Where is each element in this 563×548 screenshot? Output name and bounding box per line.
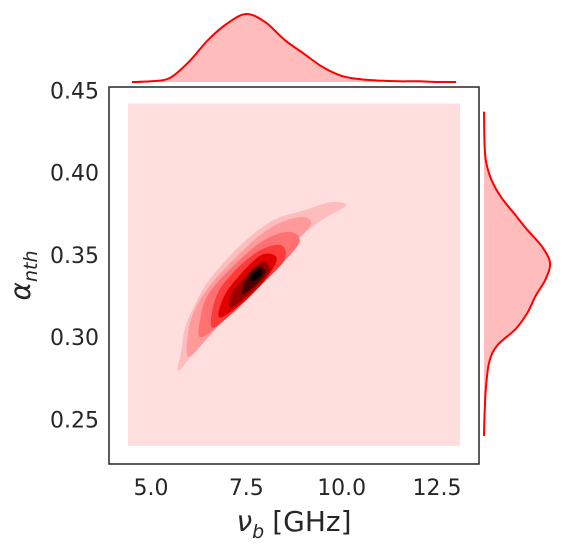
y-marginal-fill	[484, 111, 551, 436]
y-axis-ticks: 0.25 0.30 0.35 0.40 0.45	[50, 79, 99, 433]
x-marginal-line	[131, 12, 457, 84]
joint-kde-plot	[128, 103, 460, 446]
y-tick-label: 0.25	[50, 409, 99, 434]
x-axis-ticks: 5.0 7.5 10.0 12.5	[133, 476, 461, 501]
x-axis-label-symbol: ν	[237, 505, 253, 538]
x-axis-label: νb [GHz]	[237, 505, 352, 543]
y-axis-label-subscript: nth	[20, 250, 42, 282]
x-tick-label: 7.5	[229, 476, 264, 501]
x-tick-label: 10.0	[317, 476, 366, 501]
y-marginal-line	[483, 111, 552, 437]
kde-background-level	[128, 103, 460, 446]
x-axis-label-subscript: b	[252, 521, 264, 543]
y-marginal-kde	[483, 111, 552, 437]
y-tick-label: 0.35	[50, 244, 99, 269]
x-tick-label: 5.0	[133, 476, 168, 501]
x-marginal-kde	[131, 12, 457, 84]
x-axis-label-unit: [GHz]	[272, 505, 351, 538]
y-axis-label-symbol: α	[4, 282, 37, 301]
y-tick-label: 0.40	[50, 162, 99, 187]
y-tick-label: 0.30	[50, 326, 99, 351]
y-axis-label: αnth	[4, 250, 42, 300]
joint-plot-frame	[108, 86, 480, 465]
x-tick-label: 12.5	[413, 476, 462, 501]
kde-contour-level-8	[250, 269, 263, 282]
y-tick-label: 0.45	[50, 79, 99, 104]
